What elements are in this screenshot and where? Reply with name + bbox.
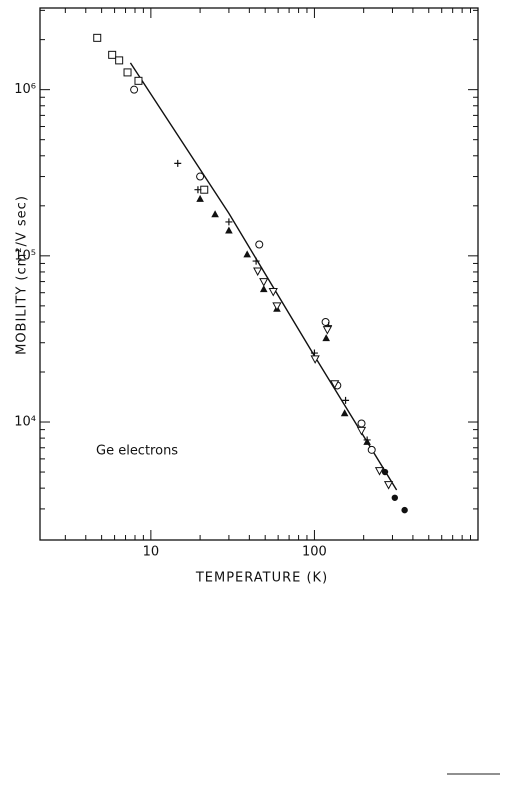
point — [356, 426, 367, 436]
point — [134, 76, 143, 85]
y-tick-label: 10⁴ — [14, 415, 36, 430]
annotation: Ge electrons — [96, 444, 178, 459]
point — [363, 437, 371, 445]
point — [259, 278, 269, 287]
point — [253, 267, 263, 277]
point — [130, 85, 139, 94]
point — [211, 210, 219, 218]
point — [252, 257, 260, 265]
point — [383, 481, 394, 490]
plot-frame — [39, 7, 479, 541]
point — [322, 326, 333, 335]
point — [225, 218, 233, 226]
point — [330, 380, 340, 389]
point — [374, 467, 385, 476]
x-tick-label: 100 — [302, 545, 327, 560]
y-tick-label: 10⁶ — [14, 82, 36, 97]
point — [342, 396, 350, 404]
point — [381, 468, 389, 476]
point — [196, 172, 205, 181]
point — [196, 194, 204, 202]
fit-line — [129, 62, 398, 491]
point — [268, 288, 278, 297]
point — [225, 226, 233, 234]
point — [259, 285, 268, 293]
point — [194, 186, 202, 194]
point — [391, 494, 399, 501]
y-axis-title: MOBILITY (cm²/V sec) — [15, 195, 30, 355]
point — [401, 506, 408, 514]
point — [310, 355, 320, 364]
point — [93, 33, 102, 42]
x-axis-title: TEMPERATURE (K) — [195, 571, 328, 586]
point — [174, 159, 182, 167]
point — [272, 302, 282, 311]
point — [200, 185, 209, 194]
point — [123, 68, 132, 77]
point — [357, 419, 366, 428]
y-tick-label: 10⁵ — [14, 248, 36, 263]
point — [340, 409, 349, 417]
point — [115, 56, 124, 65]
point — [243, 250, 251, 258]
point — [367, 445, 376, 454]
x-tick-label: 10 — [143, 545, 160, 560]
point — [255, 240, 264, 249]
point — [108, 50, 117, 59]
point — [322, 334, 330, 342]
